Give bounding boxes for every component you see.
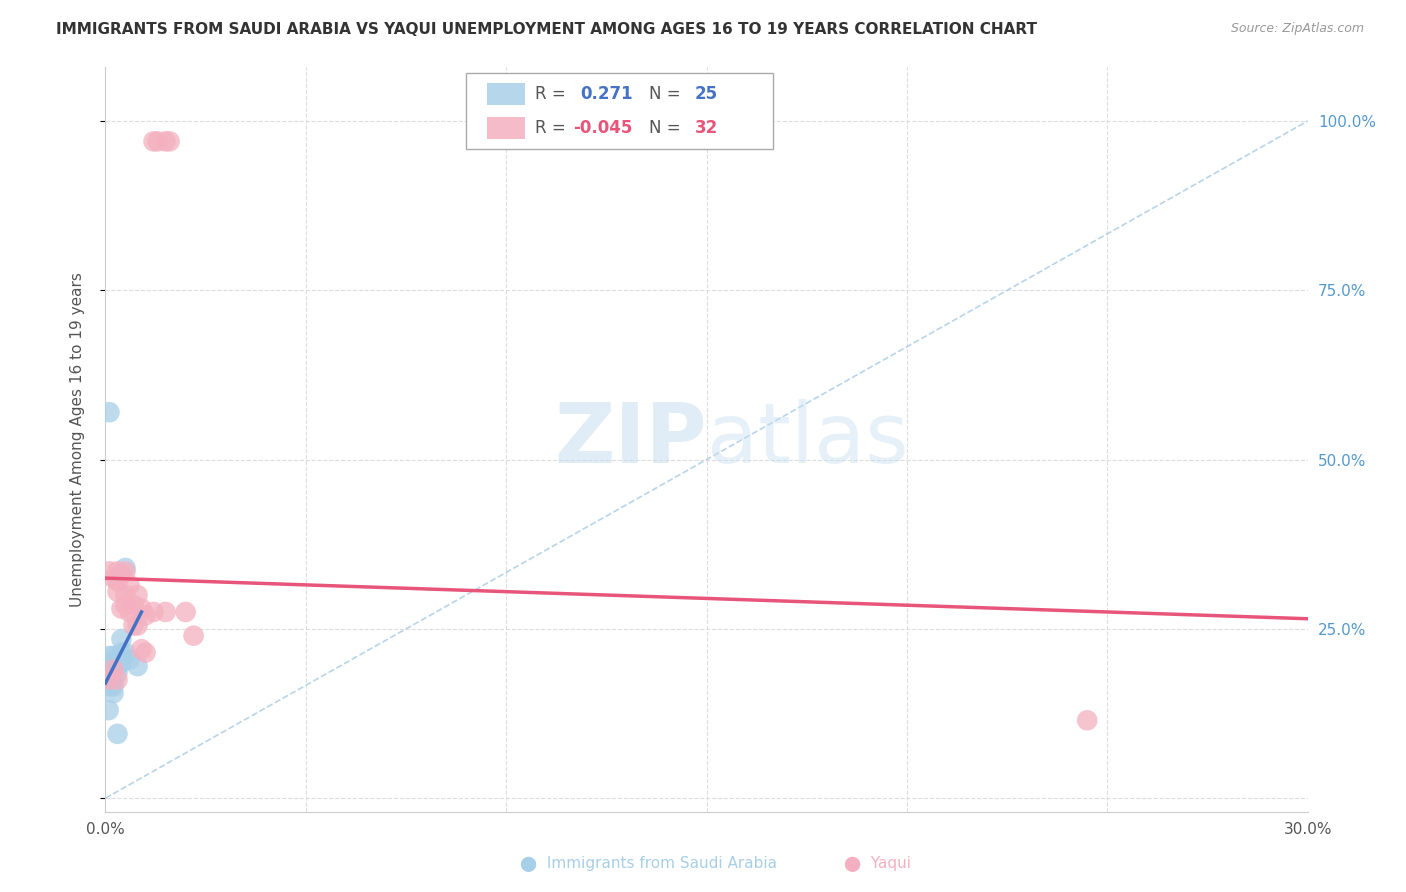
Point bbox=[110, 567, 132, 582]
Point bbox=[118, 578, 141, 592]
Point bbox=[127, 618, 149, 632]
Point bbox=[110, 656, 132, 670]
Text: ⬤  Yaqui: ⬤ Yaqui bbox=[844, 856, 911, 872]
Point bbox=[159, 135, 181, 149]
Point bbox=[107, 727, 129, 741]
Point bbox=[103, 680, 125, 694]
Point bbox=[127, 588, 149, 602]
Point bbox=[122, 618, 145, 632]
Point bbox=[135, 646, 157, 660]
Point bbox=[114, 561, 136, 575]
Point bbox=[127, 659, 149, 673]
Point bbox=[98, 669, 121, 683]
Point bbox=[103, 571, 125, 585]
Text: -0.045: -0.045 bbox=[574, 119, 633, 137]
Point bbox=[107, 656, 129, 670]
Point bbox=[98, 648, 121, 663]
Point bbox=[107, 584, 129, 599]
Text: 0.271: 0.271 bbox=[581, 85, 633, 103]
Point bbox=[107, 659, 129, 673]
Point bbox=[98, 565, 121, 579]
Point bbox=[122, 598, 145, 612]
Point bbox=[155, 135, 177, 149]
Point bbox=[98, 680, 121, 694]
Point bbox=[114, 598, 136, 612]
Point bbox=[131, 642, 153, 657]
Point bbox=[101, 673, 124, 687]
Point bbox=[1076, 714, 1098, 728]
Point bbox=[118, 605, 141, 619]
Point bbox=[100, 665, 122, 680]
Text: N =: N = bbox=[648, 119, 686, 137]
Point bbox=[96, 673, 118, 687]
Point bbox=[110, 601, 132, 615]
Point bbox=[96, 659, 118, 673]
Point bbox=[103, 686, 125, 700]
Bar bbox=[486, 83, 524, 105]
Text: 32: 32 bbox=[695, 119, 717, 137]
Text: ZIP: ZIP bbox=[554, 399, 707, 480]
Bar bbox=[486, 117, 524, 139]
Point bbox=[103, 676, 125, 690]
Text: R =: R = bbox=[534, 85, 571, 103]
Point bbox=[107, 665, 129, 680]
Text: R =: R = bbox=[534, 119, 571, 137]
Point bbox=[114, 588, 136, 602]
Point bbox=[155, 605, 177, 619]
Point bbox=[100, 656, 122, 670]
Point bbox=[114, 565, 136, 579]
Text: atlas: atlas bbox=[707, 399, 908, 480]
Text: Source: ZipAtlas.com: Source: ZipAtlas.com bbox=[1230, 22, 1364, 36]
Point bbox=[142, 135, 165, 149]
Point bbox=[98, 673, 121, 687]
FancyBboxPatch shape bbox=[465, 73, 773, 149]
Point bbox=[142, 605, 165, 619]
Point bbox=[146, 135, 169, 149]
Y-axis label: Unemployment Among Ages 16 to 19 years: Unemployment Among Ages 16 to 19 years bbox=[70, 272, 84, 607]
Point bbox=[103, 663, 125, 677]
Point bbox=[107, 574, 129, 589]
Point bbox=[135, 608, 157, 623]
Point bbox=[98, 405, 121, 419]
Text: 25: 25 bbox=[695, 85, 717, 103]
Point bbox=[118, 652, 141, 666]
Point bbox=[114, 646, 136, 660]
Point bbox=[107, 673, 129, 687]
Point bbox=[110, 646, 132, 660]
Point bbox=[103, 648, 125, 663]
Point bbox=[97, 703, 120, 717]
Point bbox=[107, 565, 129, 579]
Point bbox=[174, 605, 197, 619]
Text: IMMIGRANTS FROM SAUDI ARABIA VS YAQUI UNEMPLOYMENT AMONG AGES 16 TO 19 YEARS COR: IMMIGRANTS FROM SAUDI ARABIA VS YAQUI UN… bbox=[56, 22, 1038, 37]
Point bbox=[131, 601, 153, 615]
Point bbox=[183, 629, 205, 643]
Text: ⬤  Immigrants from Saudi Arabia: ⬤ Immigrants from Saudi Arabia bbox=[520, 856, 778, 872]
Point bbox=[110, 632, 132, 646]
Text: N =: N = bbox=[648, 85, 686, 103]
